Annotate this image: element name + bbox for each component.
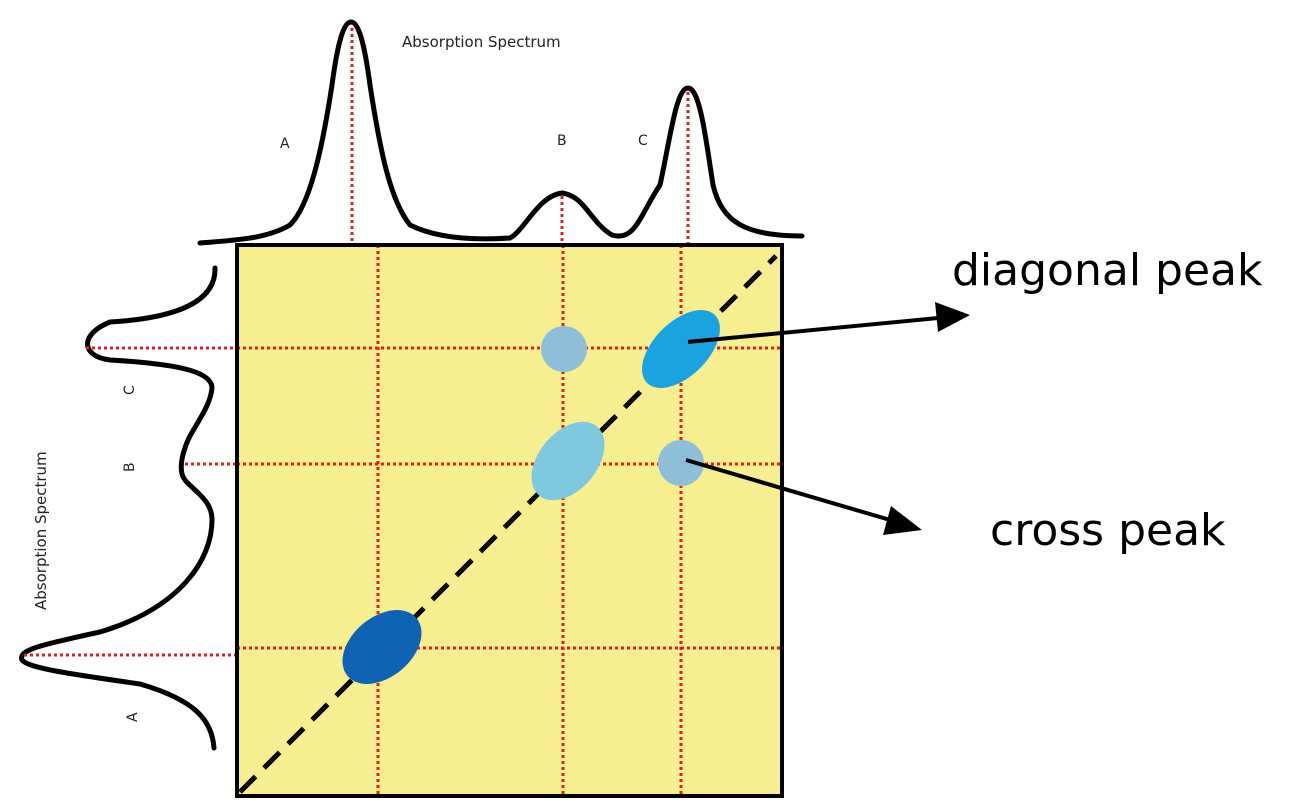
cross-peak-bc	[541, 326, 587, 372]
top-spectrum-title: Absorption Spectrum	[402, 33, 561, 51]
top-peak-label-c: C	[638, 133, 648, 149]
top-spectrum-curve	[197, 19, 805, 246]
diagonal-peak-arrowhead	[935, 302, 970, 332]
top-peak-label-b: B	[557, 133, 567, 149]
cross-peak-arrowhead	[883, 506, 922, 535]
left-peak-label-c: C	[122, 385, 138, 395]
diagonal-peak-b	[531, 421, 605, 501]
diagonal-peak-arrow-line	[687, 316, 939, 344]
cross-peak-cb	[658, 440, 704, 486]
callout-arrows	[685, 302, 970, 535]
cross-peak-label: cross peak	[990, 505, 1226, 556]
top-peak-guides	[350, 28, 690, 243]
correlation-plot	[235, 243, 784, 798]
diagonal-peak-label: diagonal peak	[952, 245, 1263, 296]
left-peak-label-a: A	[125, 712, 141, 722]
plot-border	[235, 243, 784, 798]
top-peak-label-a: A	[280, 136, 290, 152]
left-peak-label-b: B	[122, 462, 138, 472]
diagonal-peak-c	[642, 310, 720, 388]
cross-peak-arrow-line	[685, 458, 891, 522]
left-peak-guides	[24, 346, 237, 657]
diagonal-peak-a	[342, 610, 422, 684]
left-spectrum: Absorption Spectrum A B C	[19, 265, 237, 751]
left-spectrum-title: Absorption Spectrum	[32, 451, 50, 610]
top-spectrum: Absorption Spectrum A B C	[197, 19, 805, 246]
left-spectrum-curve	[19, 265, 218, 751]
